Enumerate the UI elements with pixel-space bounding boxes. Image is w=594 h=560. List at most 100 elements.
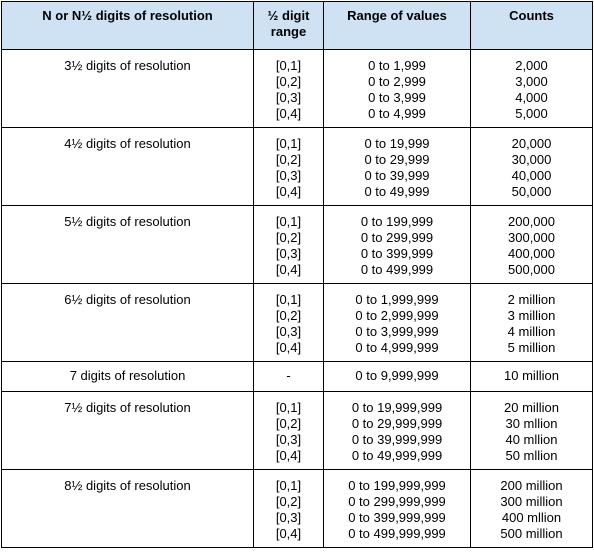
range-of-values-cell: 0 to 199,999 0 to 299,999 0 to 399,999 0 to… (323, 205, 471, 284)
half-digit-range-value: [0,1] (275, 58, 302, 73)
half-digit-range-value: [0,2] (275, 74, 302, 89)
range-of-values-cell: 0 to 19,999 0 to 29,999 0 to 39,999 0 to 49… (323, 127, 471, 206)
range-value: 0 to 19,999,999 (351, 400, 443, 415)
range-value: 0 to 39,999,999 (351, 432, 443, 447)
resolution-label: 5½ digits of resolution (1, 205, 254, 284)
resolution-label: 6½ digits of resolution (1, 283, 254, 362)
header-resolution: N or N½ digits of resolution (1, 1, 254, 50)
table-row: 7 digits of resolution - 0 to 9,999,999 10 … (1, 361, 593, 392)
range-value: 0 to 1,999 (368, 58, 426, 73)
resolution-label: 4½ digits of resolution (1, 127, 254, 206)
counts-cell: 2,000 3,000 4,000 5,000 (470, 49, 593, 128)
range-value: 0 to 29,999 (364, 152, 430, 167)
range-value: 0 to 2,999 (368, 74, 426, 89)
resolution-table: N or N½ digits of resolution ½ digit ran… (1, 1, 593, 548)
count-value: 40,000 (511, 168, 552, 183)
range-value: 0 to 49,999,999 (351, 448, 443, 463)
table-row: 6½ digits of resolution [0,1] [0,2] [0,3] [0… (1, 283, 593, 362)
half-digit-range-value: [0,1] (275, 292, 302, 307)
count-value: 2 million (507, 292, 556, 307)
counts-cell: 10 million (470, 361, 593, 392)
range-value: 0 to 3,999,999 (355, 324, 439, 339)
range-value: 0 to 499,999 (360, 262, 434, 277)
table-row: 3½ digits of resolution [0,1] [0,2] [0,3] [0… (1, 49, 593, 128)
count-value: 500 million (500, 526, 563, 541)
range-of-values-cell: 0 to 199,999,999 0 to 299,999,999 0 to 399… (323, 469, 471, 548)
range-value: 0 to 19,999 (364, 136, 430, 151)
count-value: 5 million (507, 340, 556, 355)
range-value: 0 to 299,999 (360, 230, 434, 245)
range-value: 0 to 39,999 (364, 168, 430, 183)
half-digit-range-value: [0,3] (275, 246, 302, 261)
count-value: 40 mllion (505, 432, 558, 447)
half-digit-range-cell: - (253, 361, 324, 392)
half-digit-range-cell: [0,1] [0,2] [0,3] [0,4] (253, 283, 324, 362)
half-digit-range-value: [0,1] (275, 214, 302, 229)
half-digit-range-value: [0,4] (275, 262, 302, 277)
range-value: 0 to 199,999 (360, 214, 434, 229)
count-value: 10 million (504, 368, 559, 383)
count-value: 2,000 (515, 58, 548, 73)
half-digit-range-value: - (286, 368, 291, 383)
half-digit-range-value: [0,2] (275, 230, 302, 245)
half-digit-range-value: [0,1] (275, 478, 302, 493)
header-range-of-values: Range of values (323, 1, 471, 50)
count-value: 5,000 (515, 106, 548, 121)
half-digit-range-cell: [0,1] [0,2] [0,3] [0,4] (253, 391, 324, 470)
range-of-values-cell: 0 to 1,999,999 0 to 2,999,999 0 to 3,999,9… (323, 283, 471, 362)
header-half-digit-range: ½ digit range (253, 1, 324, 50)
count-value: 300,000 (508, 230, 555, 245)
header-row: N or N½ digits of resolution ½ digit ran… (1, 1, 593, 50)
table-row: 8½ digits of resolution [0,1] [0,2] [0,3] [0… (1, 469, 593, 548)
half-digit-range-value: [0,2] (275, 152, 302, 167)
range-of-values-cell: 0 to 19,999,999 0 to 29,999,999 0 to 39,99… (323, 391, 471, 470)
half-digit-range-cell: [0,1] [0,2] [0,3] [0,4] (253, 469, 324, 548)
half-digit-range-value: [0,3] (275, 432, 302, 447)
half-digit-range-cell: [0,1] [0,2] [0,3] [0,4] (253, 205, 324, 284)
count-value: 3 million (507, 308, 556, 323)
half-digit-range-value: [0,3] (275, 510, 302, 525)
count-value: 20,000 (511, 136, 552, 151)
count-value: 300 million (500, 494, 563, 509)
header-counts: Counts (470, 1, 593, 50)
range-value: 0 to 399,999 (360, 246, 434, 261)
range-value: 0 to 499,999,999 (348, 526, 446, 541)
counts-cell: 2 million 3 million 4 million 5 million (470, 283, 593, 362)
range-of-values-cell: 0 to 1,999 0 to 2,999 0 to 3,999 0 to 4,999 (323, 49, 471, 128)
resolution-label: 7½ digits of resolution (1, 391, 254, 470)
count-value: 400 mllion (501, 510, 562, 525)
count-value: 4,000 (515, 90, 548, 105)
half-digit-range-value: [0,1] (275, 136, 302, 151)
counts-cell: 200 million 300 million 400 mllion 500 mill… (470, 469, 593, 548)
resolution-label: 3½ digits of resolution (1, 49, 254, 128)
half-digit-range-value: [0,2] (275, 416, 302, 431)
half-digit-range-cell: [0,1] [0,2] [0,3] [0,4] (253, 127, 324, 206)
table-row: 4½ digits of resolution [0,1] [0,2] [0,3] [0… (1, 127, 593, 206)
half-digit-range-value: [0,1] (275, 400, 302, 415)
count-value: 4 million (507, 324, 556, 339)
range-value: 0 to 3,999 (368, 90, 426, 105)
count-value: 30 mllion (505, 416, 558, 431)
count-value: 3,000 (515, 74, 548, 89)
table-row: 7½ digits of resolution [0,1] [0,2] [0,3] [0… (1, 391, 593, 470)
range-value: 0 to 9,999,999 (355, 368, 439, 383)
half-digit-range-value: [0,4] (275, 340, 302, 355)
count-value: 200,000 (508, 214, 555, 229)
count-value: 200 million (500, 478, 563, 493)
half-digit-range-cell: [0,1] [0,2] [0,3] [0,4] (253, 49, 324, 128)
resolution-label: 7 digits of resolution (1, 361, 254, 392)
count-value: 400,000 (508, 246, 555, 261)
resolution-label: 8½ digits of resolution (1, 469, 254, 548)
half-digit-range-value: [0,3] (275, 324, 302, 339)
count-value: 30,000 (511, 152, 552, 167)
half-digit-range-value: [0,4] (275, 184, 302, 199)
table-row: 5½ digits of resolution [0,1] [0,2] [0,3] [0… (1, 205, 593, 284)
count-value: 50 mllion (505, 448, 558, 463)
range-value: 0 to 49,999 (364, 184, 430, 199)
half-digit-range-value: [0,4] (275, 106, 302, 121)
range-value: 0 to 29,999,999 (351, 416, 443, 431)
half-digit-range-value: [0,3] (275, 168, 302, 183)
counts-cell: 20 million 30 mllion 40 mllion 50 mllion (470, 391, 593, 470)
range-of-values-cell: 0 to 9,999,999 (323, 361, 471, 392)
half-digit-range-value: [0,4] (275, 448, 302, 463)
